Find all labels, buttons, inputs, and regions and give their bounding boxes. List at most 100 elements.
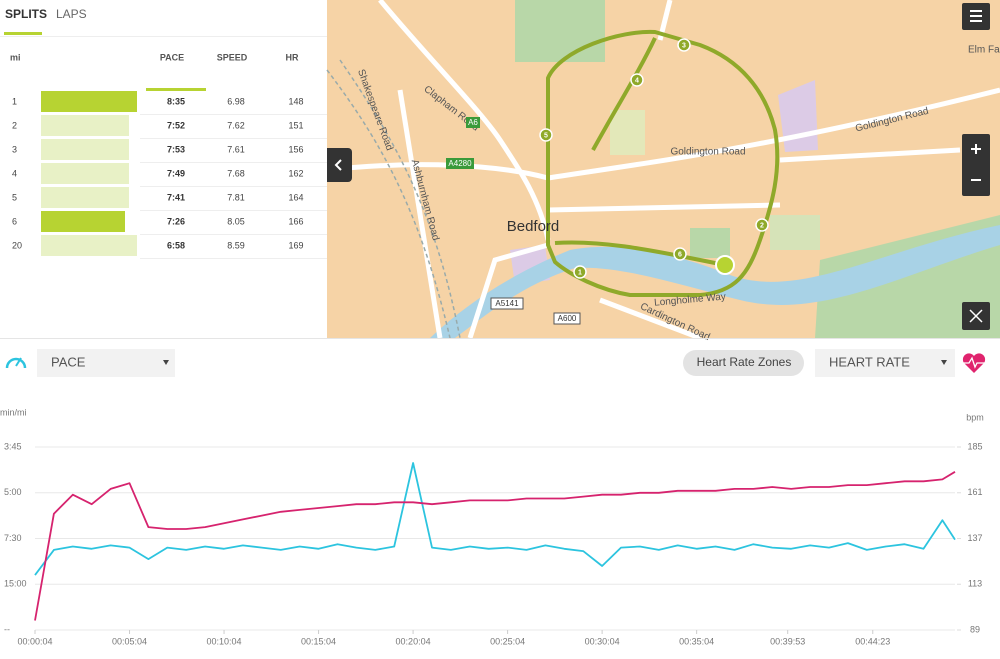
dropdown-label: HEART RATE bbox=[829, 354, 910, 369]
road bbox=[378, 0, 551, 241]
series-line bbox=[34, 462, 956, 576]
split-hr: 156 bbox=[288, 144, 303, 154]
park bbox=[515, 0, 605, 62]
split-bar bbox=[41, 91, 137, 112]
col-header: PACE bbox=[160, 52, 184, 62]
tab-underline bbox=[4, 32, 42, 35]
x-tick-label: 00:20:04 bbox=[396, 636, 431, 646]
finish-point bbox=[715, 255, 735, 275]
road-label: A4280 bbox=[448, 159, 472, 168]
split-hr: 164 bbox=[288, 192, 303, 202]
split-mile: 2 bbox=[12, 120, 17, 130]
split-bar bbox=[41, 187, 129, 208]
right-metric-dropdown[interactable]: HEART RATE bbox=[815, 349, 955, 377]
dropdown-arrow bbox=[941, 360, 947, 365]
button-bg[interactable] bbox=[327, 148, 352, 182]
dropdown-arrow bbox=[163, 360, 169, 365]
col-header: HR bbox=[286, 52, 299, 62]
tab[interactable]: SPLITS bbox=[5, 7, 47, 21]
row-divider bbox=[140, 258, 327, 259]
road bbox=[779, 147, 961, 163]
road-shield bbox=[490, 297, 524, 310]
route-marker bbox=[673, 247, 687, 261]
split-mile: 6 bbox=[12, 216, 17, 226]
split-bar bbox=[41, 211, 125, 232]
zones-button[interactable]: Heart Rate Zones bbox=[683, 350, 804, 376]
dropdown-bg[interactable] bbox=[37, 349, 175, 377]
row-divider bbox=[140, 234, 327, 235]
road bbox=[467, 242, 549, 339]
series-line bbox=[34, 471, 956, 621]
x-tick-label: 00:15:04 bbox=[301, 636, 336, 646]
button-bg[interactable] bbox=[683, 350, 804, 376]
sort-indicator bbox=[146, 88, 206, 91]
road bbox=[599, 297, 701, 341]
y-tick-label: 5:00 bbox=[4, 487, 22, 497]
row-divider bbox=[140, 186, 327, 187]
split-speed: 7.61 bbox=[227, 144, 245, 154]
park bbox=[690, 228, 730, 258]
zoom-bg[interactable] bbox=[962, 134, 990, 196]
x-tick-label: 00:25:04 bbox=[490, 636, 525, 646]
split-hr: 148 bbox=[288, 96, 303, 106]
route-marker bbox=[539, 128, 553, 142]
x-tick-label: 00:35:04 bbox=[679, 636, 714, 646]
row-divider bbox=[140, 114, 327, 115]
y2-axis-label: bpm bbox=[966, 412, 984, 422]
route-marker-label: 2 bbox=[760, 222, 764, 229]
route-markers: 1 2 3 4 5 6 bbox=[539, 38, 769, 279]
col-header: mi bbox=[10, 52, 21, 62]
route-marker-label: 1 bbox=[578, 269, 582, 276]
split-mile: 5 bbox=[12, 192, 17, 202]
split-speed: 8.59 bbox=[227, 240, 245, 250]
splits-panel: SPLITS LAPS mi PACE SPEED HR 1 8:35 6.98 14… bbox=[0, 0, 327, 338]
split-pace: 8:35 bbox=[167, 96, 185, 106]
split-speed: 7.68 bbox=[227, 168, 245, 178]
split-bar bbox=[41, 163, 129, 184]
road bbox=[326, 87, 1000, 181]
y-tick-label: 3:45 bbox=[4, 441, 22, 451]
split-speed: 7.62 bbox=[227, 120, 245, 130]
road bbox=[397, 89, 443, 339]
map-menu-button[interactable] bbox=[962, 3, 990, 30]
split-mile: 3 bbox=[12, 144, 17, 154]
split-mile: 20 bbox=[12, 240, 22, 250]
button-label: Heart Rate Zones bbox=[697, 355, 792, 369]
zoom-icons bbox=[971, 144, 981, 181]
y2-tick-label: 185 bbox=[967, 441, 982, 451]
chart-controls: PACE Heart Rate Zones HEART RATE bbox=[0, 338, 1000, 377]
col-header: SPEED bbox=[217, 52, 248, 62]
route-marker bbox=[573, 265, 587, 279]
split-pace: 7:53 bbox=[167, 144, 185, 154]
route-marker-label: 5 bbox=[544, 132, 548, 139]
left-metric-dropdown[interactable]: PACE bbox=[37, 349, 175, 377]
expand-icon bbox=[969, 309, 983, 323]
road bbox=[547, 202, 781, 213]
zoom-controls[interactable] bbox=[962, 134, 990, 196]
pace-icon bbox=[5, 357, 27, 369]
y2-tick-label: 137 bbox=[967, 533, 982, 543]
collapse-panel-button[interactable] bbox=[327, 148, 352, 182]
y2-tick-label: 89 bbox=[970, 624, 980, 634]
split-hr: 169 bbox=[288, 240, 303, 250]
x-tick-label: 00:00:04 bbox=[17, 636, 52, 646]
menu-icon bbox=[970, 10, 982, 22]
x-tick-label: 00:10:04 bbox=[207, 636, 242, 646]
road-shield bbox=[553, 312, 581, 325]
tab[interactable]: LAPS bbox=[56, 7, 87, 21]
dropdown-bg[interactable] bbox=[815, 349, 955, 377]
x-tick-label: 00:05:04 bbox=[112, 636, 147, 646]
split-pace: 6:58 bbox=[167, 240, 185, 250]
split-mile: 4 bbox=[12, 168, 17, 178]
row-divider bbox=[140, 138, 327, 139]
road-shield bbox=[446, 158, 474, 169]
y-tick-label: 15:00 bbox=[4, 579, 27, 589]
x-tick-label: 00:30:04 bbox=[585, 636, 620, 646]
chevron bbox=[334, 159, 342, 171]
y-tick-label: -- bbox=[4, 624, 10, 634]
split-hr: 166 bbox=[288, 216, 303, 226]
fullscreen-button[interactable] bbox=[962, 302, 990, 330]
gauge bbox=[5, 357, 27, 369]
